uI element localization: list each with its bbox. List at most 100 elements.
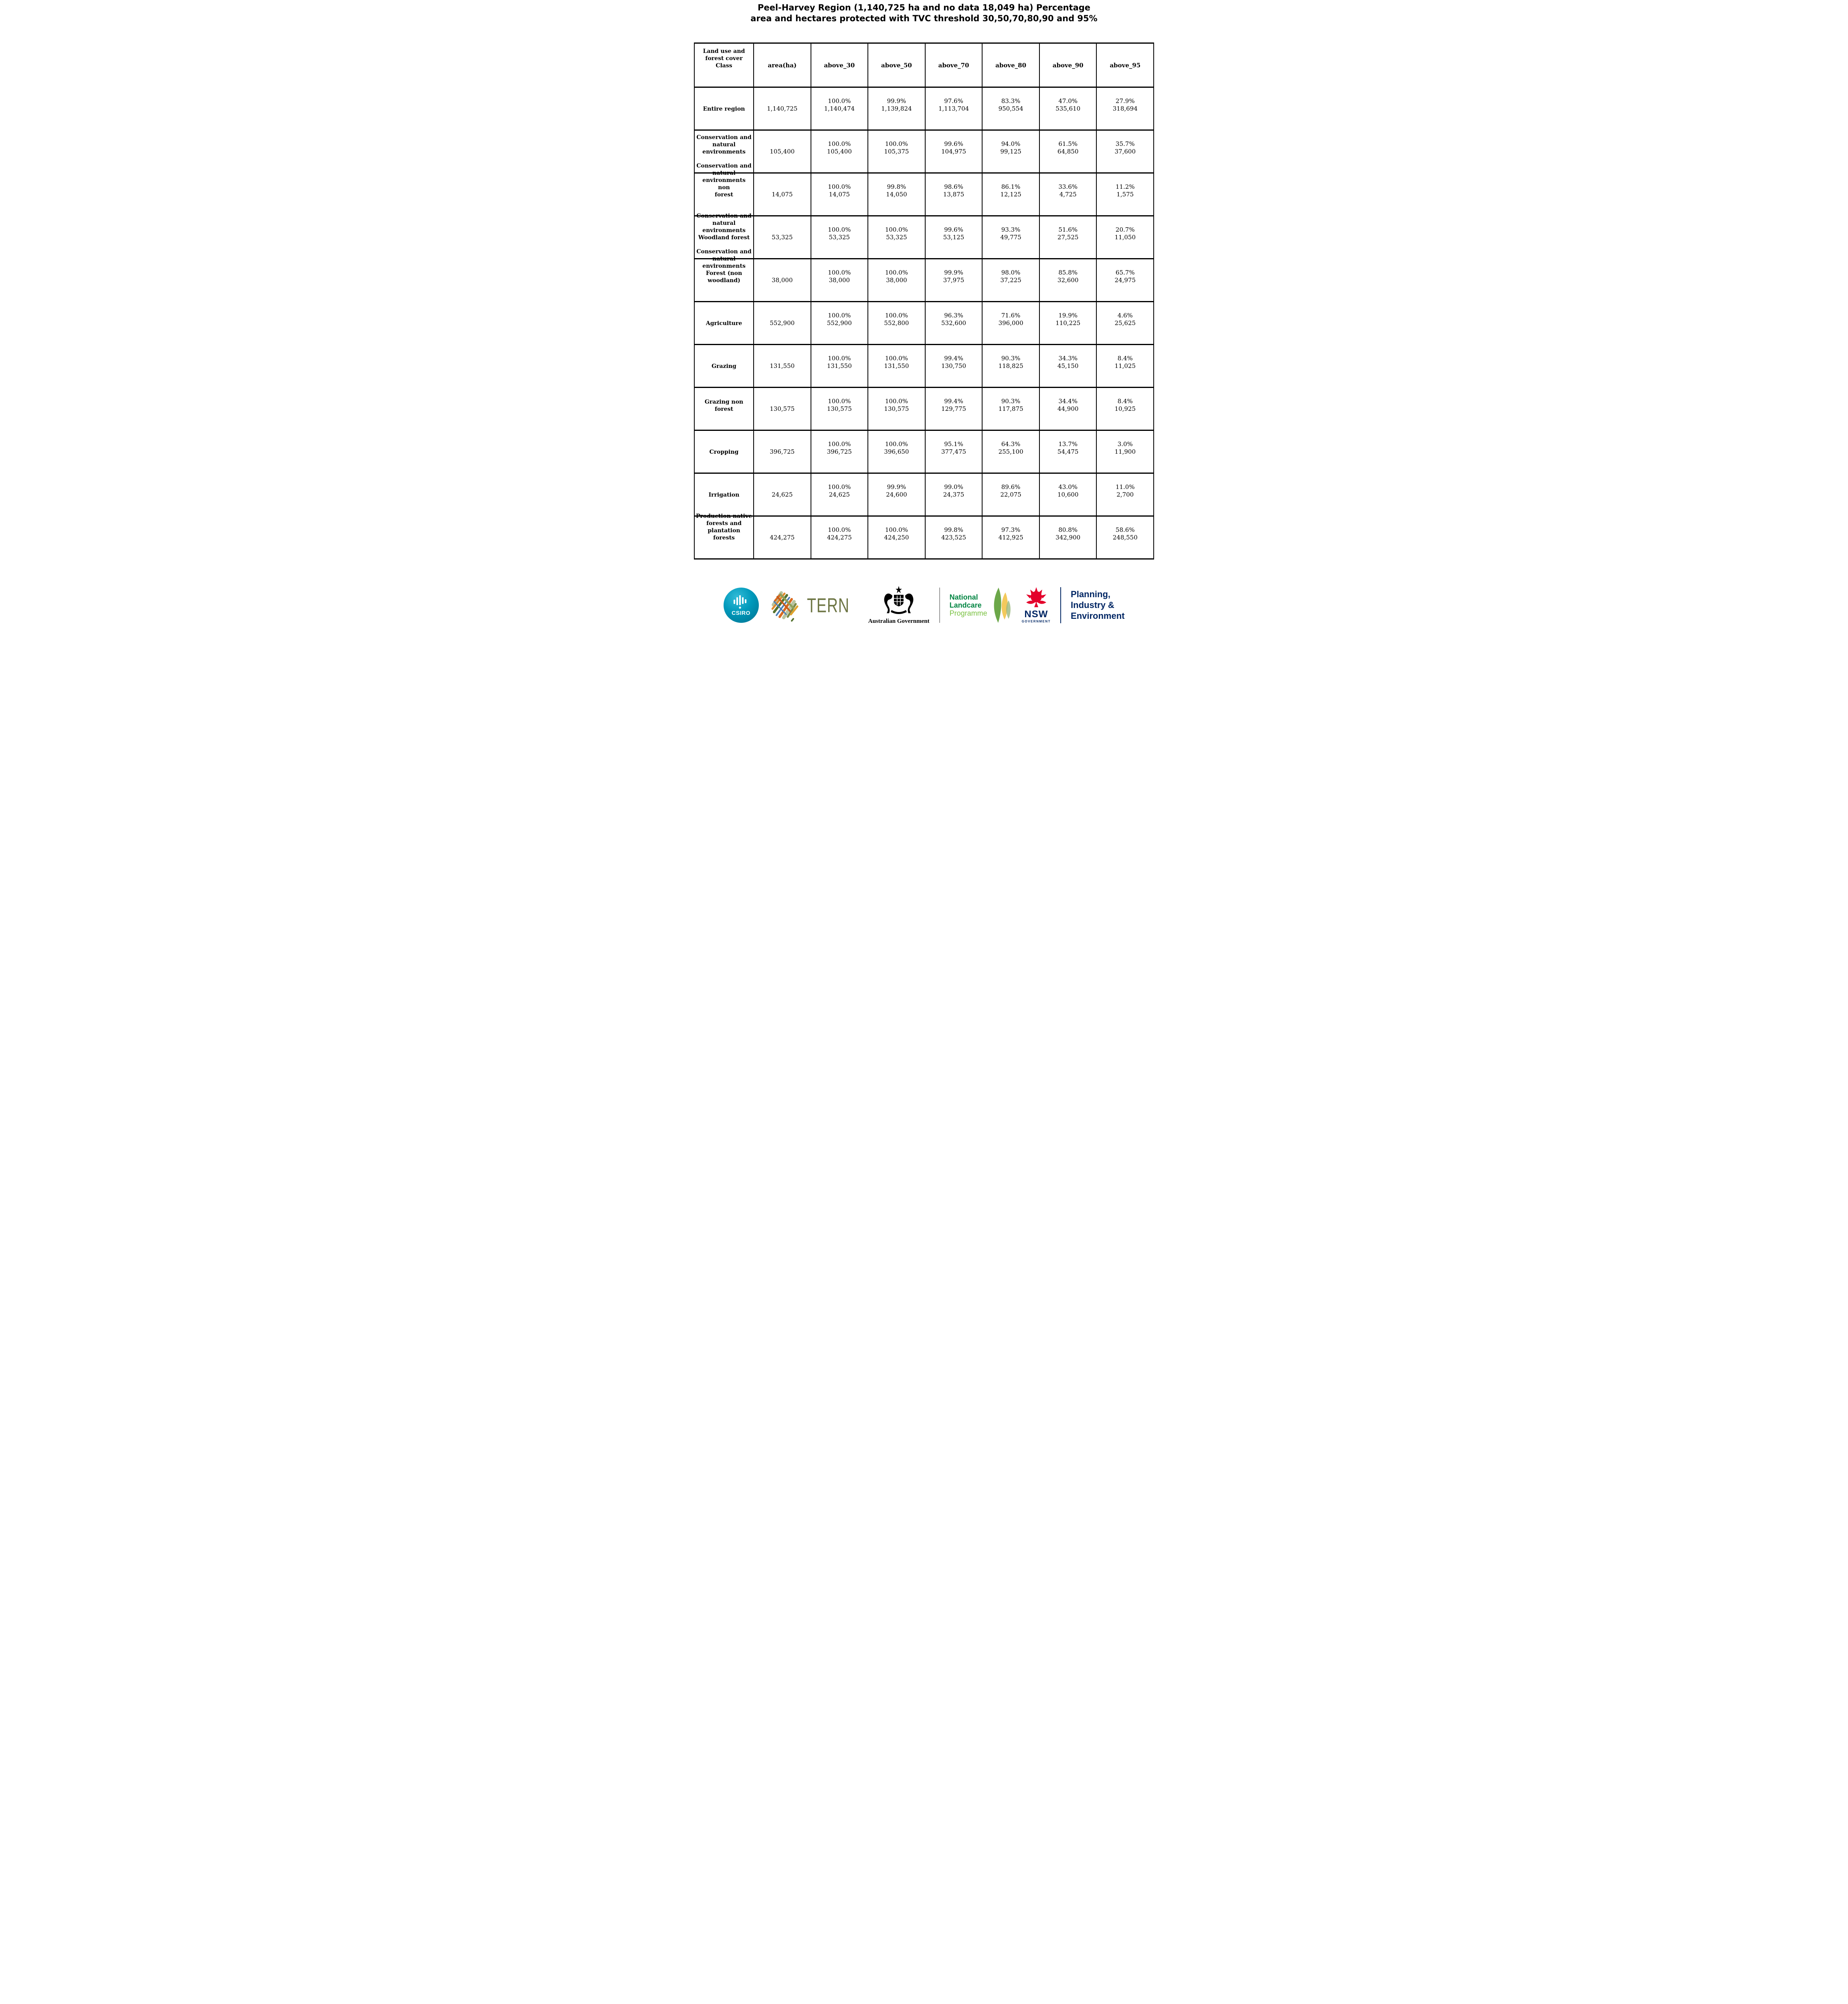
- table-cell: 85.8% 32,600: [1039, 259, 1096, 301]
- percent-value: 100.0%: [828, 526, 851, 533]
- table-cell: 4.6% 25,625: [1096, 302, 1153, 344]
- hectares-value: 37,975: [943, 277, 964, 284]
- table-cell: 93.3% 49,775: [982, 216, 1039, 258]
- hectares-value: 535,610: [1055, 105, 1081, 112]
- percent-value: 51.6%: [1058, 226, 1078, 233]
- table-cell: 19.9% 110,225: [1039, 302, 1096, 344]
- hectares-value: 32,600: [1057, 277, 1079, 284]
- cell-values: 4.6% 25,625: [1098, 312, 1152, 327]
- table-cell: 24,625: [753, 474, 811, 515]
- cell-values: 96.3% 532,600: [926, 312, 981, 327]
- table-cell: 100.0% 14,075: [810, 174, 868, 215]
- row-label: Grazing: [712, 363, 736, 370]
- cell-values: 99.9% 37,975: [926, 269, 981, 284]
- percent-value: 83.3%: [1001, 97, 1021, 105]
- table-cell: 96.3% 532,600: [924, 302, 982, 344]
- hectares-value: 130,575: [884, 405, 909, 412]
- row-label: Conservation and natural environments Wo…: [696, 213, 752, 241]
- percent-value: 33.6%: [1058, 183, 1078, 190]
- table-cell: 100.0% 24,625: [810, 474, 868, 515]
- percent-value: 97.6%: [944, 97, 963, 105]
- hectares-value: 110,225: [1055, 319, 1081, 327]
- cell-values: 100.0% 552,800: [869, 312, 924, 327]
- cell-values: 90.3% 118,825: [983, 355, 1038, 370]
- cell-values: 90.3% 117,875: [983, 398, 1038, 413]
- percent-value: 3.0%: [1117, 440, 1133, 448]
- cell-values: 100.0% 130,575: [812, 398, 867, 413]
- column-header: above_30: [824, 61, 855, 69]
- hectares-value: 950,554: [998, 105, 1023, 112]
- protection-table: Land use and forest cover Class area(ha)…: [694, 42, 1154, 560]
- percent-value: 34.3%: [1058, 355, 1078, 362]
- percent-value: 8.4%: [1117, 398, 1133, 405]
- csiro-logo: CSIRO: [723, 587, 759, 623]
- table-cell: 61.5% 64,850: [1039, 131, 1096, 172]
- table-cell: 53,325: [753, 216, 811, 258]
- cell-values: 99.4% 130,750: [926, 355, 981, 370]
- percent-value: 100.0%: [828, 398, 851, 405]
- header-cell-above90: above_90: [1039, 44, 1096, 87]
- cell-values: 80.8% 342,900: [1041, 526, 1096, 541]
- table-row: Entire region 1,140,725 100.0% 1,140,474 99.…: [695, 87, 1153, 129]
- area-value: 38,000: [772, 277, 793, 284]
- percent-value: 100.0%: [885, 355, 908, 362]
- cell-values: 33.6% 4,725: [1041, 183, 1096, 198]
- percent-value: 89.6%: [1001, 483, 1021, 491]
- hectares-value: 131,550: [827, 362, 852, 370]
- table-cell: 99.0% 24,375: [924, 474, 982, 515]
- table-cell: 99.9% 24,600: [867, 474, 925, 515]
- percent-value: 100.0%: [885, 269, 908, 276]
- row-label: Irrigation: [708, 492, 740, 498]
- cell-values: 85.8% 32,600: [1041, 269, 1096, 284]
- hectares-value: 396,650: [884, 448, 909, 455]
- table-cell: 100.0% 131,550: [867, 345, 925, 387]
- table-cell: 100.0% 53,325: [867, 216, 925, 258]
- percent-value: 93.3%: [1001, 226, 1021, 233]
- hectares-value: 11,050: [1114, 234, 1136, 241]
- cell-values: 83.3% 950,554: [983, 97, 1038, 113]
- cell-values: 100.0% 24,625: [812, 483, 867, 499]
- header-cell-above50: above_50: [867, 44, 925, 87]
- row-label: Entire region: [703, 106, 745, 112]
- cell-values: 97.6% 1,113,704: [926, 97, 981, 113]
- hectares-value: 22,075: [1000, 491, 1021, 498]
- percent-value: 99.8%: [887, 183, 906, 190]
- page-title: Peel-Harvey Region (1,140,725 ha and no …: [750, 3, 1098, 23]
- hectares-value: 1,575: [1116, 191, 1134, 198]
- percent-value: 99.6%: [944, 226, 963, 233]
- landcare-logo: National Landcare Programme: [950, 587, 1012, 624]
- table-cell: Production native forests and plantation…: [695, 513, 753, 558]
- hectares-value: 10,925: [1114, 405, 1136, 412]
- table-cell: Conservation and natural environments Fo…: [695, 248, 753, 301]
- table-cell: 424,275: [753, 517, 811, 558]
- table-cell: 396,725: [753, 431, 811, 473]
- area-value: 131,550: [770, 362, 795, 370]
- department-divider: [1060, 587, 1061, 623]
- table-cell: Irrigation: [695, 474, 753, 515]
- table-cell: 94.0% 99,125: [982, 131, 1039, 172]
- percent-value: 99.4%: [944, 398, 963, 405]
- hectares-value: 552,800: [884, 319, 909, 327]
- column-header: above_80: [995, 61, 1027, 69]
- table-cell: 100.0% 424,275: [810, 517, 868, 558]
- percent-value: 99.9%: [944, 269, 963, 276]
- hectares-value: 10,600: [1057, 491, 1079, 498]
- table-cell: 100.0% 38,000: [867, 259, 925, 301]
- dpie-logo: Planning, Industry & Environment: [1071, 589, 1124, 621]
- table-cell: 11.2% 1,575: [1096, 174, 1153, 215]
- percent-value: 100.0%: [828, 483, 851, 491]
- cell-values: 13.7% 54,475: [1041, 440, 1096, 456]
- area-value: 424,275: [770, 534, 795, 541]
- cell-values: 51.6% 27,525: [1041, 226, 1096, 241]
- row-label: Production native forests and plantation…: [696, 513, 752, 541]
- header-cell-above70: above_70: [924, 44, 982, 87]
- cell-values: 98.0% 37,225: [983, 269, 1038, 284]
- percent-value: 8.4%: [1117, 355, 1133, 362]
- table-cell: 99.9% 37,975: [924, 259, 982, 301]
- hectares-value: 412,925: [998, 534, 1023, 541]
- hectares-value: 25,625: [1114, 319, 1136, 327]
- percent-value: 100.0%: [828, 269, 851, 276]
- table-cell: 8.4% 11,025: [1096, 345, 1153, 387]
- landcare-leaves-icon: [994, 587, 1011, 623]
- percent-value: 65.7%: [1115, 269, 1135, 276]
